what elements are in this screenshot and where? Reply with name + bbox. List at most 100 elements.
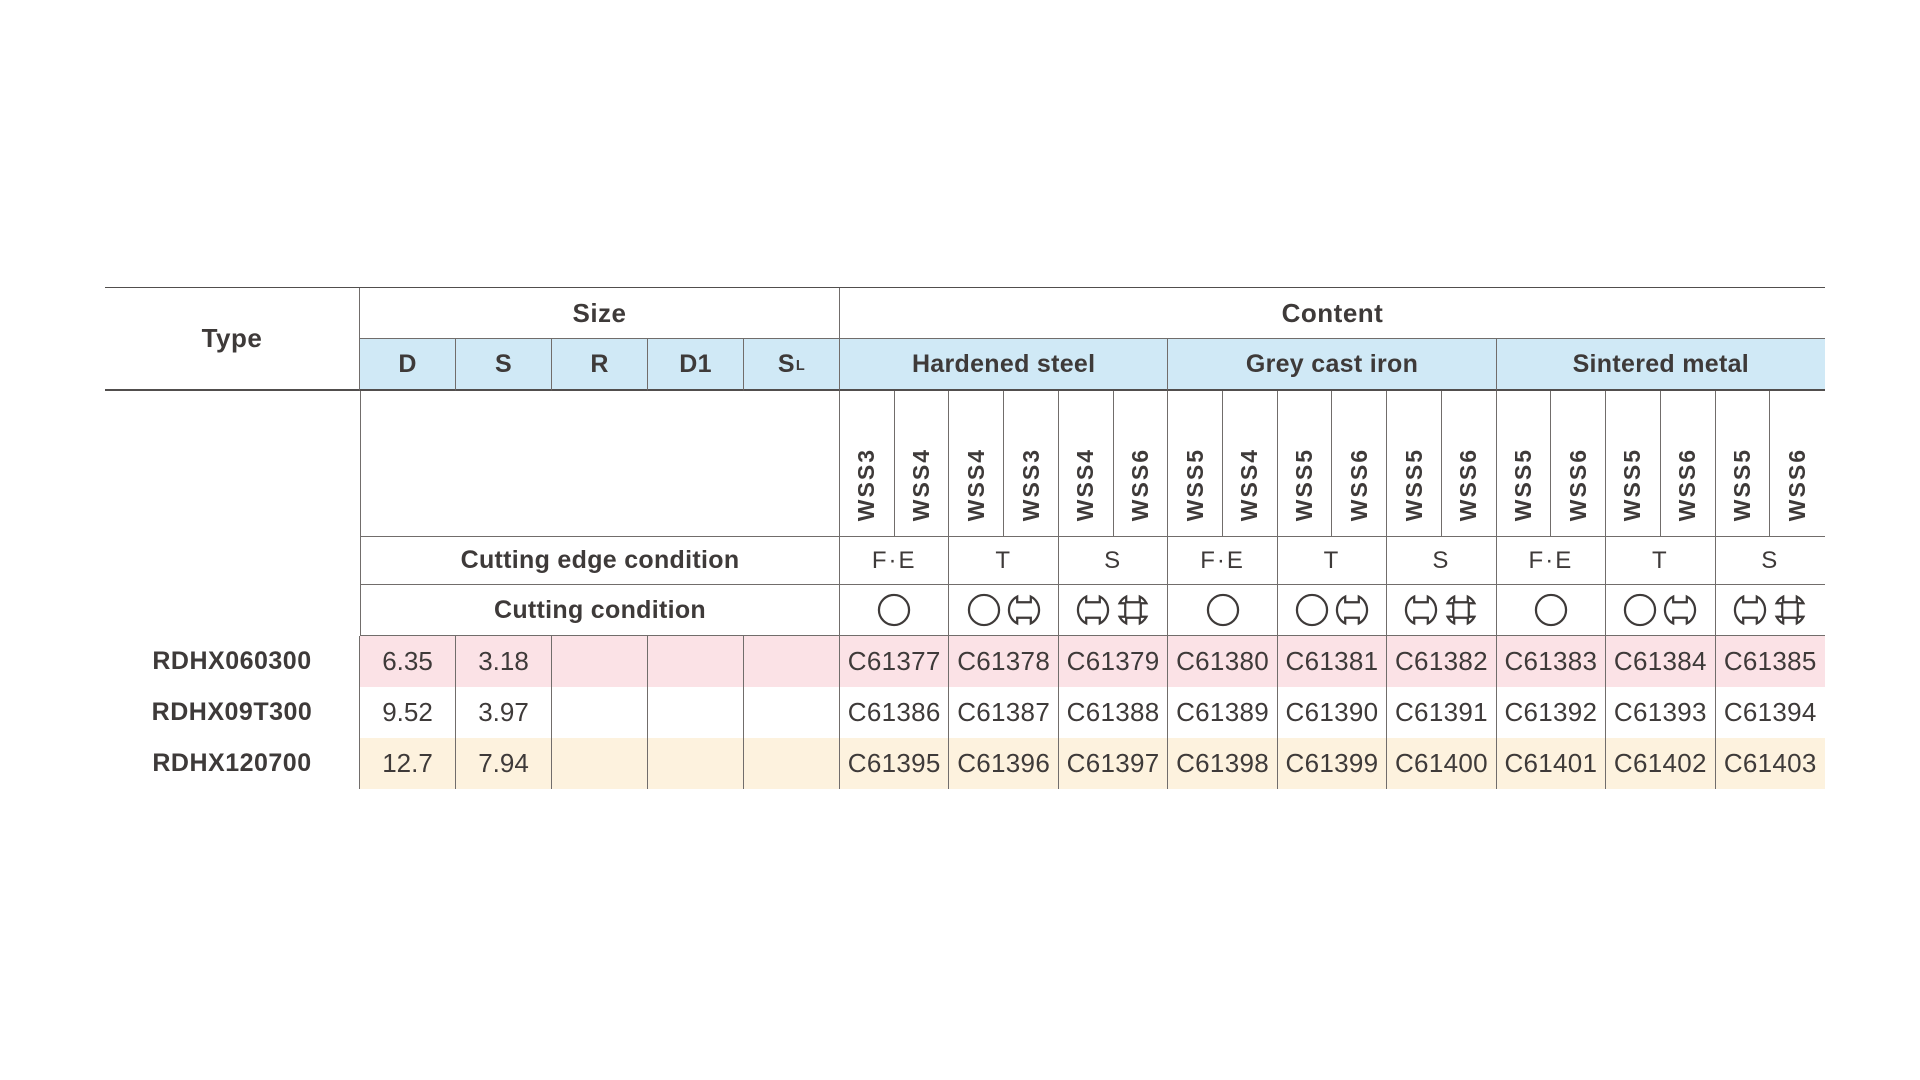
size-value-r <box>552 636 648 687</box>
cutting-condition-continuous-icon <box>1624 593 1657 627</box>
wss-grade-label: WSS4 <box>1236 447 1263 521</box>
size-value-s: 3.18 <box>456 636 552 687</box>
code-cell: C61402 <box>1606 738 1716 789</box>
size-value-d: 6.35 <box>360 636 456 687</box>
type-cell: RDHX09T300 <box>105 687 360 738</box>
wss-grade-cell: WSS4 <box>1223 391 1278 537</box>
cutting-edge-value: F·E <box>1496 537 1607 585</box>
wss-grade-label: WSS5 <box>1400 447 1427 521</box>
code-cell: C61382 <box>1387 636 1497 687</box>
type-cell: RDHX060300 <box>105 636 360 687</box>
cutting-condition-heavily-interrupted-icon <box>1446 595 1476 625</box>
wss-grade-label: WSS4 <box>1072 447 1099 521</box>
sl-base: S <box>777 349 795 378</box>
wss-grade-label: WSS6 <box>1564 447 1591 521</box>
size-value-d: 12.7 <box>360 738 456 789</box>
code-cell: C61388 <box>1059 687 1169 738</box>
wss-grade-cell: WSS5 <box>1715 391 1771 537</box>
type-cell: RDHX120700 <box>105 738 360 789</box>
code-cell: C61391 <box>1387 687 1497 738</box>
size-value-s: 3.97 <box>456 687 552 738</box>
size-value-d1 <box>648 738 744 789</box>
header-size: Size <box>360 288 840 339</box>
code-cell: C61386 <box>840 687 950 738</box>
material-header-hardened-steel: Hardened steel <box>840 339 1169 391</box>
cutting-edge-value: T <box>1277 537 1388 585</box>
size-value-s: 7.94 <box>456 738 552 789</box>
code-cell: C61398 <box>1168 738 1278 789</box>
code-cell: C61399 <box>1277 738 1388 789</box>
cutting-edge-value: S <box>1387 537 1497 585</box>
cutting-condition-cell <box>1606 585 1716 636</box>
cutting-edge-value: F·E <box>1168 537 1278 585</box>
code-cell: C61385 <box>1715 636 1825 687</box>
code-cell: C61379 <box>1058 636 1169 687</box>
cutting-condition-interrupted-icon <box>1664 595 1697 625</box>
cutting-condition-label: Cutting condition <box>360 585 840 636</box>
wss-grade-cell: WSS5 <box>1606 391 1661 537</box>
cutting-condition-cell <box>1277 585 1388 636</box>
material-header-sintered-metal: Sintered metal <box>1496 339 1825 391</box>
wss-grade-label: WSS5 <box>1619 447 1646 521</box>
size-value-d1 <box>648 636 744 687</box>
wss-grade-cell: WSS6 <box>1441 391 1497 537</box>
wss-grade-cell: WSS6 <box>1113 391 1169 537</box>
header-content: Content <box>840 288 1825 339</box>
cutting-condition-cell <box>1058 585 1169 636</box>
cutting-condition-interrupted-icon <box>1007 595 1040 625</box>
wss-grade-cell: WSS3 <box>1004 391 1059 537</box>
cutting-condition-cell <box>1496 585 1607 636</box>
wss-grade-cell: WSS5 <box>1387 391 1442 537</box>
cutting-condition-continuous-icon <box>878 593 911 627</box>
size-value-d: 9.52 <box>360 687 456 738</box>
wss-grade-label: WSS4 <box>962 447 989 521</box>
wss-grade-label: WSS4 <box>908 447 935 521</box>
wss-grade-cell: WSS3 <box>840 391 895 537</box>
sl-subscript: L <box>795 358 806 374</box>
size-value-sl <box>744 687 840 738</box>
wss-grade-cell: WSS4 <box>894 391 950 537</box>
code-cell: C61395 <box>840 738 950 789</box>
size-col-header-r: R <box>552 339 648 391</box>
code-cell: C61394 <box>1723 697 1817 727</box>
cutting-edge-value: S <box>1715 537 1825 585</box>
cutting-condition-interrupted-icon <box>1405 595 1438 625</box>
wss-row-spacer-cell <box>360 391 840 537</box>
cutting-condition-heavily-interrupted-icon <box>1118 595 1148 625</box>
code-cell: C61381 <box>1277 636 1388 687</box>
code-cell: C61384 <box>1606 636 1716 687</box>
cutting-condition-interrupted-icon <box>1076 595 1110 625</box>
cutting-condition-continuous-icon <box>1295 593 1329 627</box>
code-cell: C61401 <box>1496 738 1607 789</box>
wss-grade-label: WSS5 <box>1291 447 1318 521</box>
code-cell: C61392 <box>1497 687 1607 738</box>
size-value-sl <box>744 738 840 789</box>
size-col-header-d1: D1 <box>648 339 744 391</box>
cutting-edge-value: T <box>1606 537 1716 585</box>
code-cell: C61389 <box>1168 687 1278 738</box>
code-cell: C61378 <box>949 636 1059 687</box>
wss-grade-label: WSS5 <box>1510 447 1537 521</box>
wss-grade-cell: WSS4 <box>1058 391 1114 537</box>
size-col-header-d: D <box>360 339 456 391</box>
material-header-grey-cast-iron: Grey cast iron <box>1168 339 1497 391</box>
cutting-edge-value: F·E <box>840 537 950 585</box>
wss-grade-label: WSS6 <box>1455 447 1482 521</box>
wss-grade-cell: WSS6 <box>1551 391 1607 537</box>
wss-grade-label: WSS6 <box>1784 447 1811 521</box>
cutting-condition-cell <box>1387 585 1497 636</box>
wss-grade-cell: WSS6 <box>1770 391 1825 537</box>
code-cell: C61400 <box>1387 738 1497 789</box>
cutting-condition-continuous-icon <box>1206 593 1239 627</box>
wss-grade-cell: WSS4 <box>949 391 1005 537</box>
wss-grade-label: WSS3 <box>1017 447 1044 521</box>
wss-grade-cell: WSS6 <box>1332 391 1388 537</box>
cutting-condition-interrupted-icon <box>1734 595 1767 625</box>
wss-grade-label: WSS3 <box>853 447 880 521</box>
cutting-condition-interrupted-icon <box>1335 595 1369 625</box>
cutting-condition-cell <box>1168 585 1278 636</box>
size-value-sl <box>744 636 840 687</box>
size-col-header-s: S <box>456 339 552 391</box>
